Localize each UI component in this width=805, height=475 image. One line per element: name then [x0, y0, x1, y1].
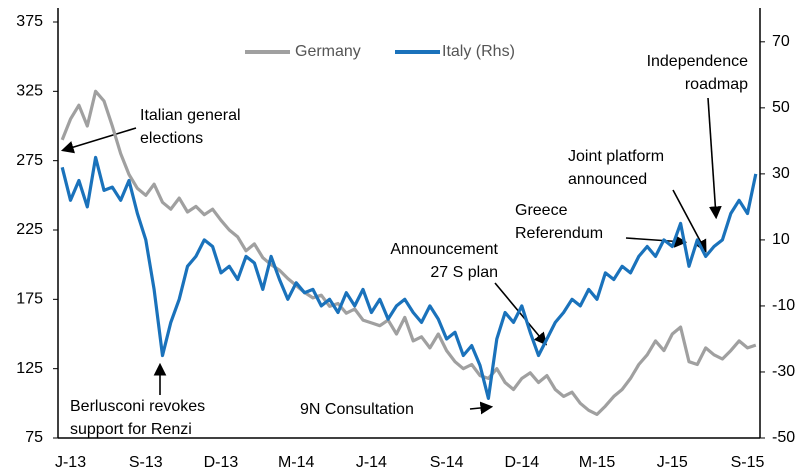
annotation: Independence — [647, 53, 749, 70]
x-tick-label: M-14 — [278, 454, 315, 471]
annotation: roadmap — [685, 76, 748, 93]
annotation: announced — [568, 171, 647, 188]
y-tick-label: 275 — [16, 152, 43, 169]
x-tick-label: J-14 — [356, 454, 387, 471]
arrow — [672, 189, 707, 253]
x-tick-label: J-15 — [657, 454, 688, 471]
series-line — [60, 89, 757, 416]
y2-tick-label: -50 — [772, 429, 795, 446]
annotation: elections — [140, 130, 203, 147]
annotation: Greece — [515, 202, 568, 219]
x-tick-label: S-14 — [430, 454, 464, 471]
x-tick-label: D-13 — [204, 454, 239, 471]
arrow — [707, 97, 722, 220]
y2-tick-label: 10 — [772, 231, 790, 248]
legend-label: Italy (Rhs) — [442, 43, 515, 60]
y2-tick-label: 50 — [772, 99, 790, 116]
y-tick-label: 175 — [16, 291, 43, 308]
x-tick-label: J-13 — [55, 454, 86, 471]
annotation: Italian general — [140, 107, 241, 124]
annotation: Announcement — [390, 241, 498, 258]
y2-tick-label: 70 — [772, 33, 790, 50]
annotation: 27 S plan — [430, 264, 498, 281]
y-tick-label: 125 — [16, 360, 43, 377]
annotation: support for Renzi — [70, 421, 192, 438]
y2-tick-label: 30 — [772, 165, 790, 182]
annotation: Referendum — [515, 225, 603, 242]
x-tick-label: S-13 — [129, 454, 163, 471]
annotation: Joint platform — [568, 148, 664, 165]
x-tick-label: S-15 — [731, 454, 765, 471]
y2-tick-label: -30 — [772, 363, 795, 380]
annotation: 9N Consultation — [300, 401, 414, 418]
series-line — [60, 155, 758, 400]
y-tick-label: 375 — [16, 13, 43, 30]
annotation-arrows — [60, 97, 722, 415]
y-tick-label: 225 — [16, 221, 43, 238]
legend-label: Germany — [295, 43, 361, 60]
annotation: Berlusconi revokes — [70, 398, 205, 415]
y-tick-label: 325 — [16, 83, 43, 100]
y-tick-label: 75 — [25, 429, 43, 446]
x-tick-label: D-14 — [504, 454, 539, 471]
arrow — [469, 401, 494, 415]
y2-tick-label: -10 — [772, 297, 795, 314]
x-tick-label: M-15 — [579, 454, 616, 471]
arrow — [60, 127, 137, 154]
